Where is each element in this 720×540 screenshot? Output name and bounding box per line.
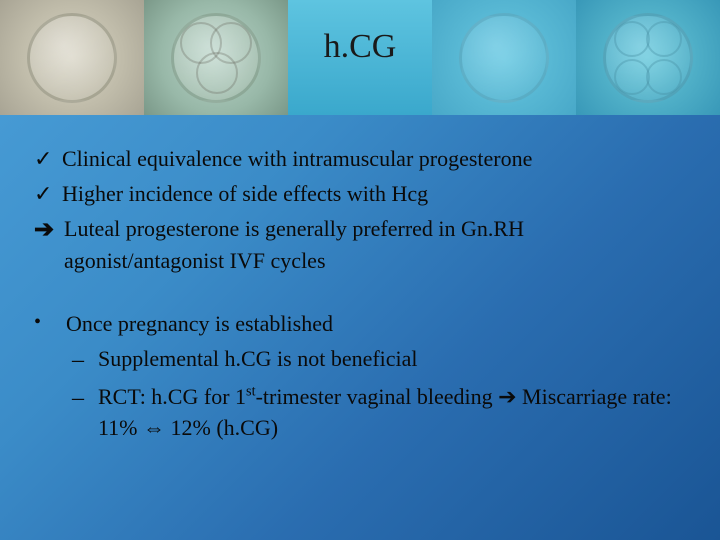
arrow-icon: ➔	[34, 213, 64, 275]
slide: h.CG ✓ Clinical equivalence with intramu…	[0, 0, 720, 540]
text-fragment: RCT: h.CG for 1	[98, 384, 246, 409]
bullet-text: Luteal progesterone is generally preferr…	[64, 213, 686, 275]
bullet-item: • Once pregnancy is established	[34, 308, 686, 339]
bullet-icon: •	[34, 308, 66, 339]
bullet-text: Higher incidence of side effects with Hc…	[62, 178, 686, 209]
bullet-text: RCT: h.CG for 1st-trimester vaginal blee…	[98, 381, 686, 443]
bullet-text: Once pregnancy is established	[66, 308, 686, 339]
bullet-text: Supplemental h.CG is not beneficial	[98, 343, 686, 377]
slide-title: h.CG	[0, 28, 720, 66]
check-icon: ✓	[34, 178, 62, 209]
bullet-text: Clinical equivalence with intramuscular …	[62, 143, 686, 174]
sub-bullet-item: – Supplemental h.CG is not beneficial	[34, 343, 686, 377]
bullet-item: ➔ Luteal progesterone is generally prefe…	[34, 213, 686, 275]
superscript: st	[246, 384, 256, 400]
check-icon: ✓	[34, 143, 62, 174]
bullet-item: ✓ Clinical equivalence with intramuscula…	[34, 143, 686, 174]
slide-content: ✓ Clinical equivalence with intramuscula…	[0, 115, 720, 444]
dash-icon: –	[72, 381, 98, 443]
bullet-item: ✓ Higher incidence of side effects with …	[34, 178, 686, 209]
sub-bullet-item: – RCT: h.CG for 1st-trimester vaginal bl…	[34, 381, 686, 443]
dash-icon: –	[72, 343, 98, 377]
spacer	[34, 280, 686, 308]
